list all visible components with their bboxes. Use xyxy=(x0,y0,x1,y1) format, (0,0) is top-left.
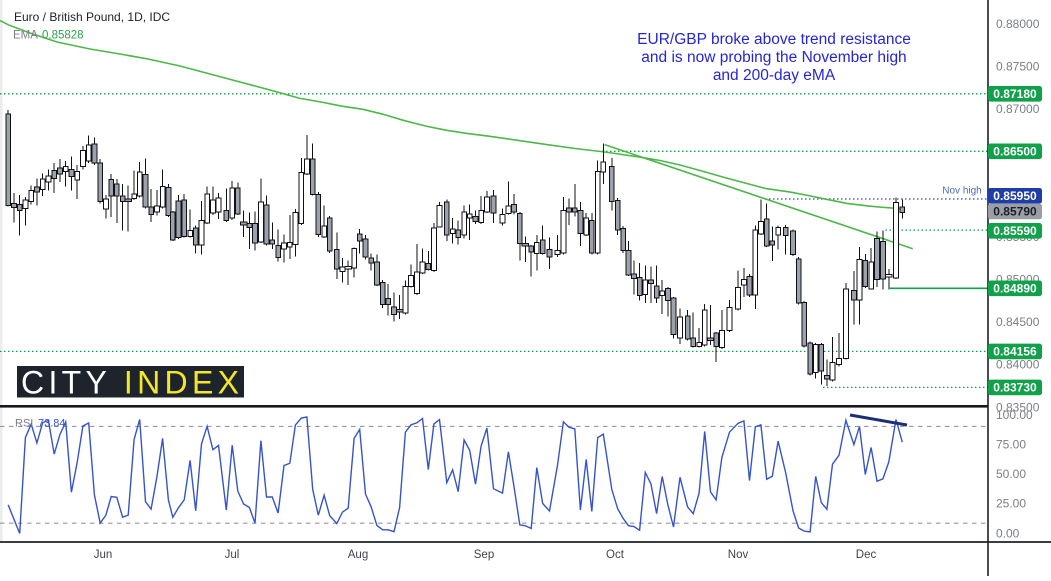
svg-text:0.84500: 0.84500 xyxy=(996,315,1040,329)
svg-text:EUR/GBP broke above trend resi: EUR/GBP broke above trend resistance xyxy=(637,31,911,48)
svg-text:EMA: EMA xyxy=(13,30,38,42)
svg-text:Aug: Aug xyxy=(348,549,368,561)
svg-text:0.85590: 0.85590 xyxy=(993,224,1037,238)
svg-text:0.83730: 0.83730 xyxy=(993,381,1037,395)
svg-text:100.00: 100.00 xyxy=(996,408,1033,422)
svg-text:and 200-day eMA: and 200-day eMA xyxy=(713,67,836,84)
svg-text:CITY INDEX: CITY INDEX xyxy=(21,365,239,401)
svg-text:50.00: 50.00 xyxy=(996,467,1026,481)
svg-text:0.85828: 0.85828 xyxy=(42,30,84,42)
svg-text:0.84156: 0.84156 xyxy=(993,345,1037,359)
svg-text:Nov: Nov xyxy=(728,549,749,561)
svg-text:0.87180: 0.87180 xyxy=(993,87,1037,101)
svg-text:and is now probing the Novembe: and is now probing the November high xyxy=(641,49,906,66)
svg-text:0.86500: 0.86500 xyxy=(993,144,1037,158)
svg-text:Nov high: Nov high xyxy=(942,186,981,197)
svg-text:75.00: 75.00 xyxy=(996,437,1026,451)
svg-text:RSI: RSI xyxy=(15,418,33,430)
svg-text:0.87000: 0.87000 xyxy=(996,102,1040,116)
svg-text:Dec: Dec xyxy=(856,549,877,561)
svg-text:Jul: Jul xyxy=(225,549,240,561)
svg-text:Sep: Sep xyxy=(474,549,494,561)
svg-text:0.00: 0.00 xyxy=(996,526,1020,540)
svg-text:Oct: Oct xyxy=(606,549,625,561)
svg-text:0.87500: 0.87500 xyxy=(996,60,1040,74)
svg-text:0.85950: 0.85950 xyxy=(993,189,1037,203)
svg-text:0.85790: 0.85790 xyxy=(993,205,1037,219)
svg-text:0.88000: 0.88000 xyxy=(996,17,1040,31)
svg-text:0.84890: 0.84890 xyxy=(993,281,1037,295)
svg-text:Euro / British Pound, 1D, IDC: Euro / British Pound, 1D, IDC xyxy=(14,10,170,24)
svg-text:0.84000: 0.84000 xyxy=(996,358,1040,372)
svg-text:0.83500: 0.83500 xyxy=(996,400,1040,414)
svg-text:73.84: 73.84 xyxy=(38,418,66,430)
svg-text:Jun: Jun xyxy=(94,549,113,561)
svg-text:25.00: 25.00 xyxy=(996,497,1026,511)
